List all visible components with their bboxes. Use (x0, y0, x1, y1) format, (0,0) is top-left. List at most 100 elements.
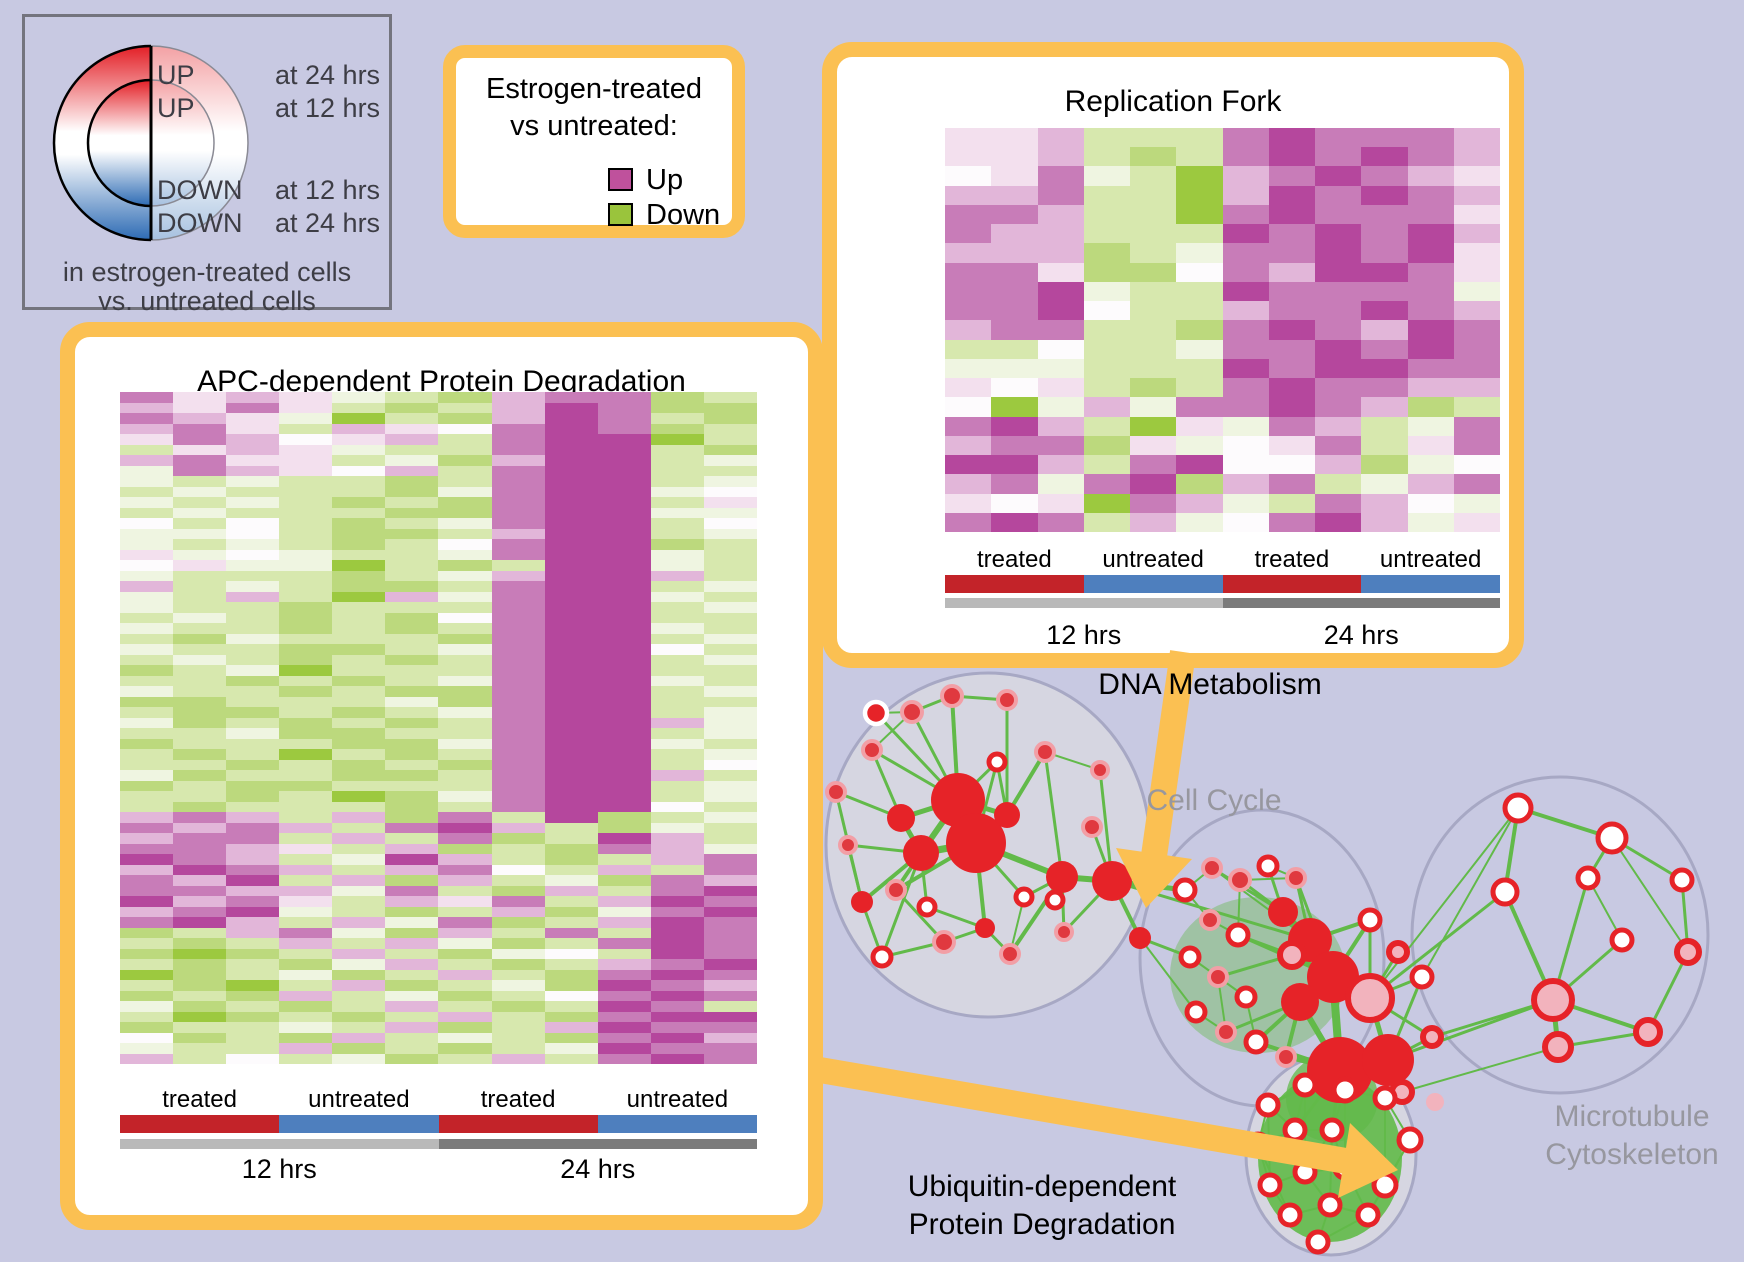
treated-bar-segment (120, 1115, 280, 1133)
heatmap-cell (332, 602, 386, 613)
heatmap-cell (945, 320, 992, 340)
heatmap-cell (991, 281, 1038, 302)
heatmap-cell (279, 654, 333, 665)
heatmap-cell (1268, 166, 1315, 186)
heatmap-cell (173, 738, 227, 749)
heatmap-cell (491, 812, 545, 823)
heatmap-cell (438, 980, 492, 991)
heatmap-cell (226, 822, 280, 833)
heatmap-cell (1407, 166, 1454, 186)
heatmap-cell (1407, 416, 1454, 436)
heatmap-cell (491, 413, 545, 424)
heatmap-cell (544, 969, 598, 980)
heatmap-cell (173, 728, 227, 739)
heatmap-cell (703, 728, 757, 739)
heatmap-cell (1222, 455, 1269, 475)
gene-node (1243, 1029, 1269, 1055)
heatmap-cell (332, 465, 386, 476)
heatmap-cell (703, 434, 757, 445)
heatmap-cell (332, 812, 386, 823)
heatmap-cell (544, 413, 598, 424)
network-edge (1044, 751, 1101, 771)
heatmap-cell (1130, 301, 1177, 321)
heatmap-cell (173, 906, 227, 917)
heatmap-cell (1361, 512, 1408, 532)
network-edge (1209, 919, 1239, 936)
heatmap-cell (385, 581, 439, 592)
heatmap-cell (120, 528, 174, 539)
heatmap-cell (491, 854, 545, 865)
network-edge (1257, 1144, 1271, 1186)
heatmap-cell (1037, 185, 1084, 205)
heatmap-cell (1453, 339, 1500, 359)
heatmap-cell (544, 822, 598, 833)
heatmap-cell (491, 1011, 545, 1022)
heatmap-cell (120, 560, 174, 571)
heatmap-cell (597, 654, 651, 665)
heatmap-cell (597, 780, 651, 791)
heatmap-cell (597, 927, 651, 938)
heatmap-cell (650, 717, 704, 728)
heatmap-cell (120, 434, 174, 445)
heatmap-cell (1361, 281, 1408, 302)
heatmap-cell (120, 864, 174, 875)
heatmap-cell (332, 528, 386, 539)
heatmap-cell (120, 917, 174, 928)
network-edge (974, 842, 987, 929)
gene-node (1228, 868, 1252, 892)
network-edge (1267, 1104, 1296, 1131)
heatmap-cell (226, 749, 280, 760)
network-edge (1184, 889, 1211, 921)
edge-density-blob (1170, 897, 1346, 1053)
gene-node (940, 684, 964, 708)
heatmap-cell (120, 518, 174, 529)
heatmap-cell (226, 1032, 280, 1043)
gene-node (1595, 821, 1629, 855)
up-label: Up (646, 164, 684, 196)
heatmap-cell (650, 707, 704, 718)
heatmap-cell (173, 528, 227, 539)
heatmap-cell (544, 938, 598, 949)
heatmap-cell (945, 224, 992, 244)
gene-node (900, 700, 924, 724)
heatmap-cell (120, 686, 174, 697)
heatmap-cell (173, 455, 227, 466)
heatmap-cell (120, 822, 174, 833)
heatmap-cell (438, 833, 492, 844)
heatmap-cell (120, 969, 174, 980)
updown-legend-title-line2: vs untreated: (510, 110, 678, 142)
network-edge (974, 840, 1064, 880)
heatmap-cell (703, 717, 757, 728)
gene-node (825, 781, 847, 803)
heatmap-cell (1407, 474, 1454, 494)
gene-node (1244, 1131, 1272, 1159)
heatmap-cell (120, 759, 174, 770)
heatmap-cell (438, 906, 492, 917)
heatmap-cell (597, 854, 651, 865)
heatmap-cell (226, 633, 280, 644)
heatmap-cell (597, 980, 651, 991)
heatmap-cell (120, 623, 174, 634)
heatmap-cell (1083, 243, 1130, 263)
heatmap-cell (1268, 281, 1315, 302)
heatmap-cell (491, 906, 545, 917)
heatmap-cell (1222, 339, 1269, 359)
heatmap-cell (491, 591, 545, 602)
network-edge (874, 711, 960, 802)
heatmap-cell (491, 444, 545, 455)
heatmap-cell (332, 696, 386, 707)
heatmap-cell (438, 633, 492, 644)
heatmap-cell (1315, 281, 1362, 302)
heatmap-cell (945, 435, 992, 455)
heatmap-cell (491, 738, 545, 749)
heatmap-cell (173, 623, 227, 634)
heatmap-cell (597, 875, 651, 886)
heatmap-cell (438, 423, 492, 434)
heatmap-cell (703, 560, 757, 571)
heatmap-cell (120, 749, 174, 760)
heatmap-cell (438, 591, 492, 602)
gene-node (1081, 816, 1103, 838)
gene-node (887, 804, 915, 832)
heatmap-cell (226, 770, 280, 781)
